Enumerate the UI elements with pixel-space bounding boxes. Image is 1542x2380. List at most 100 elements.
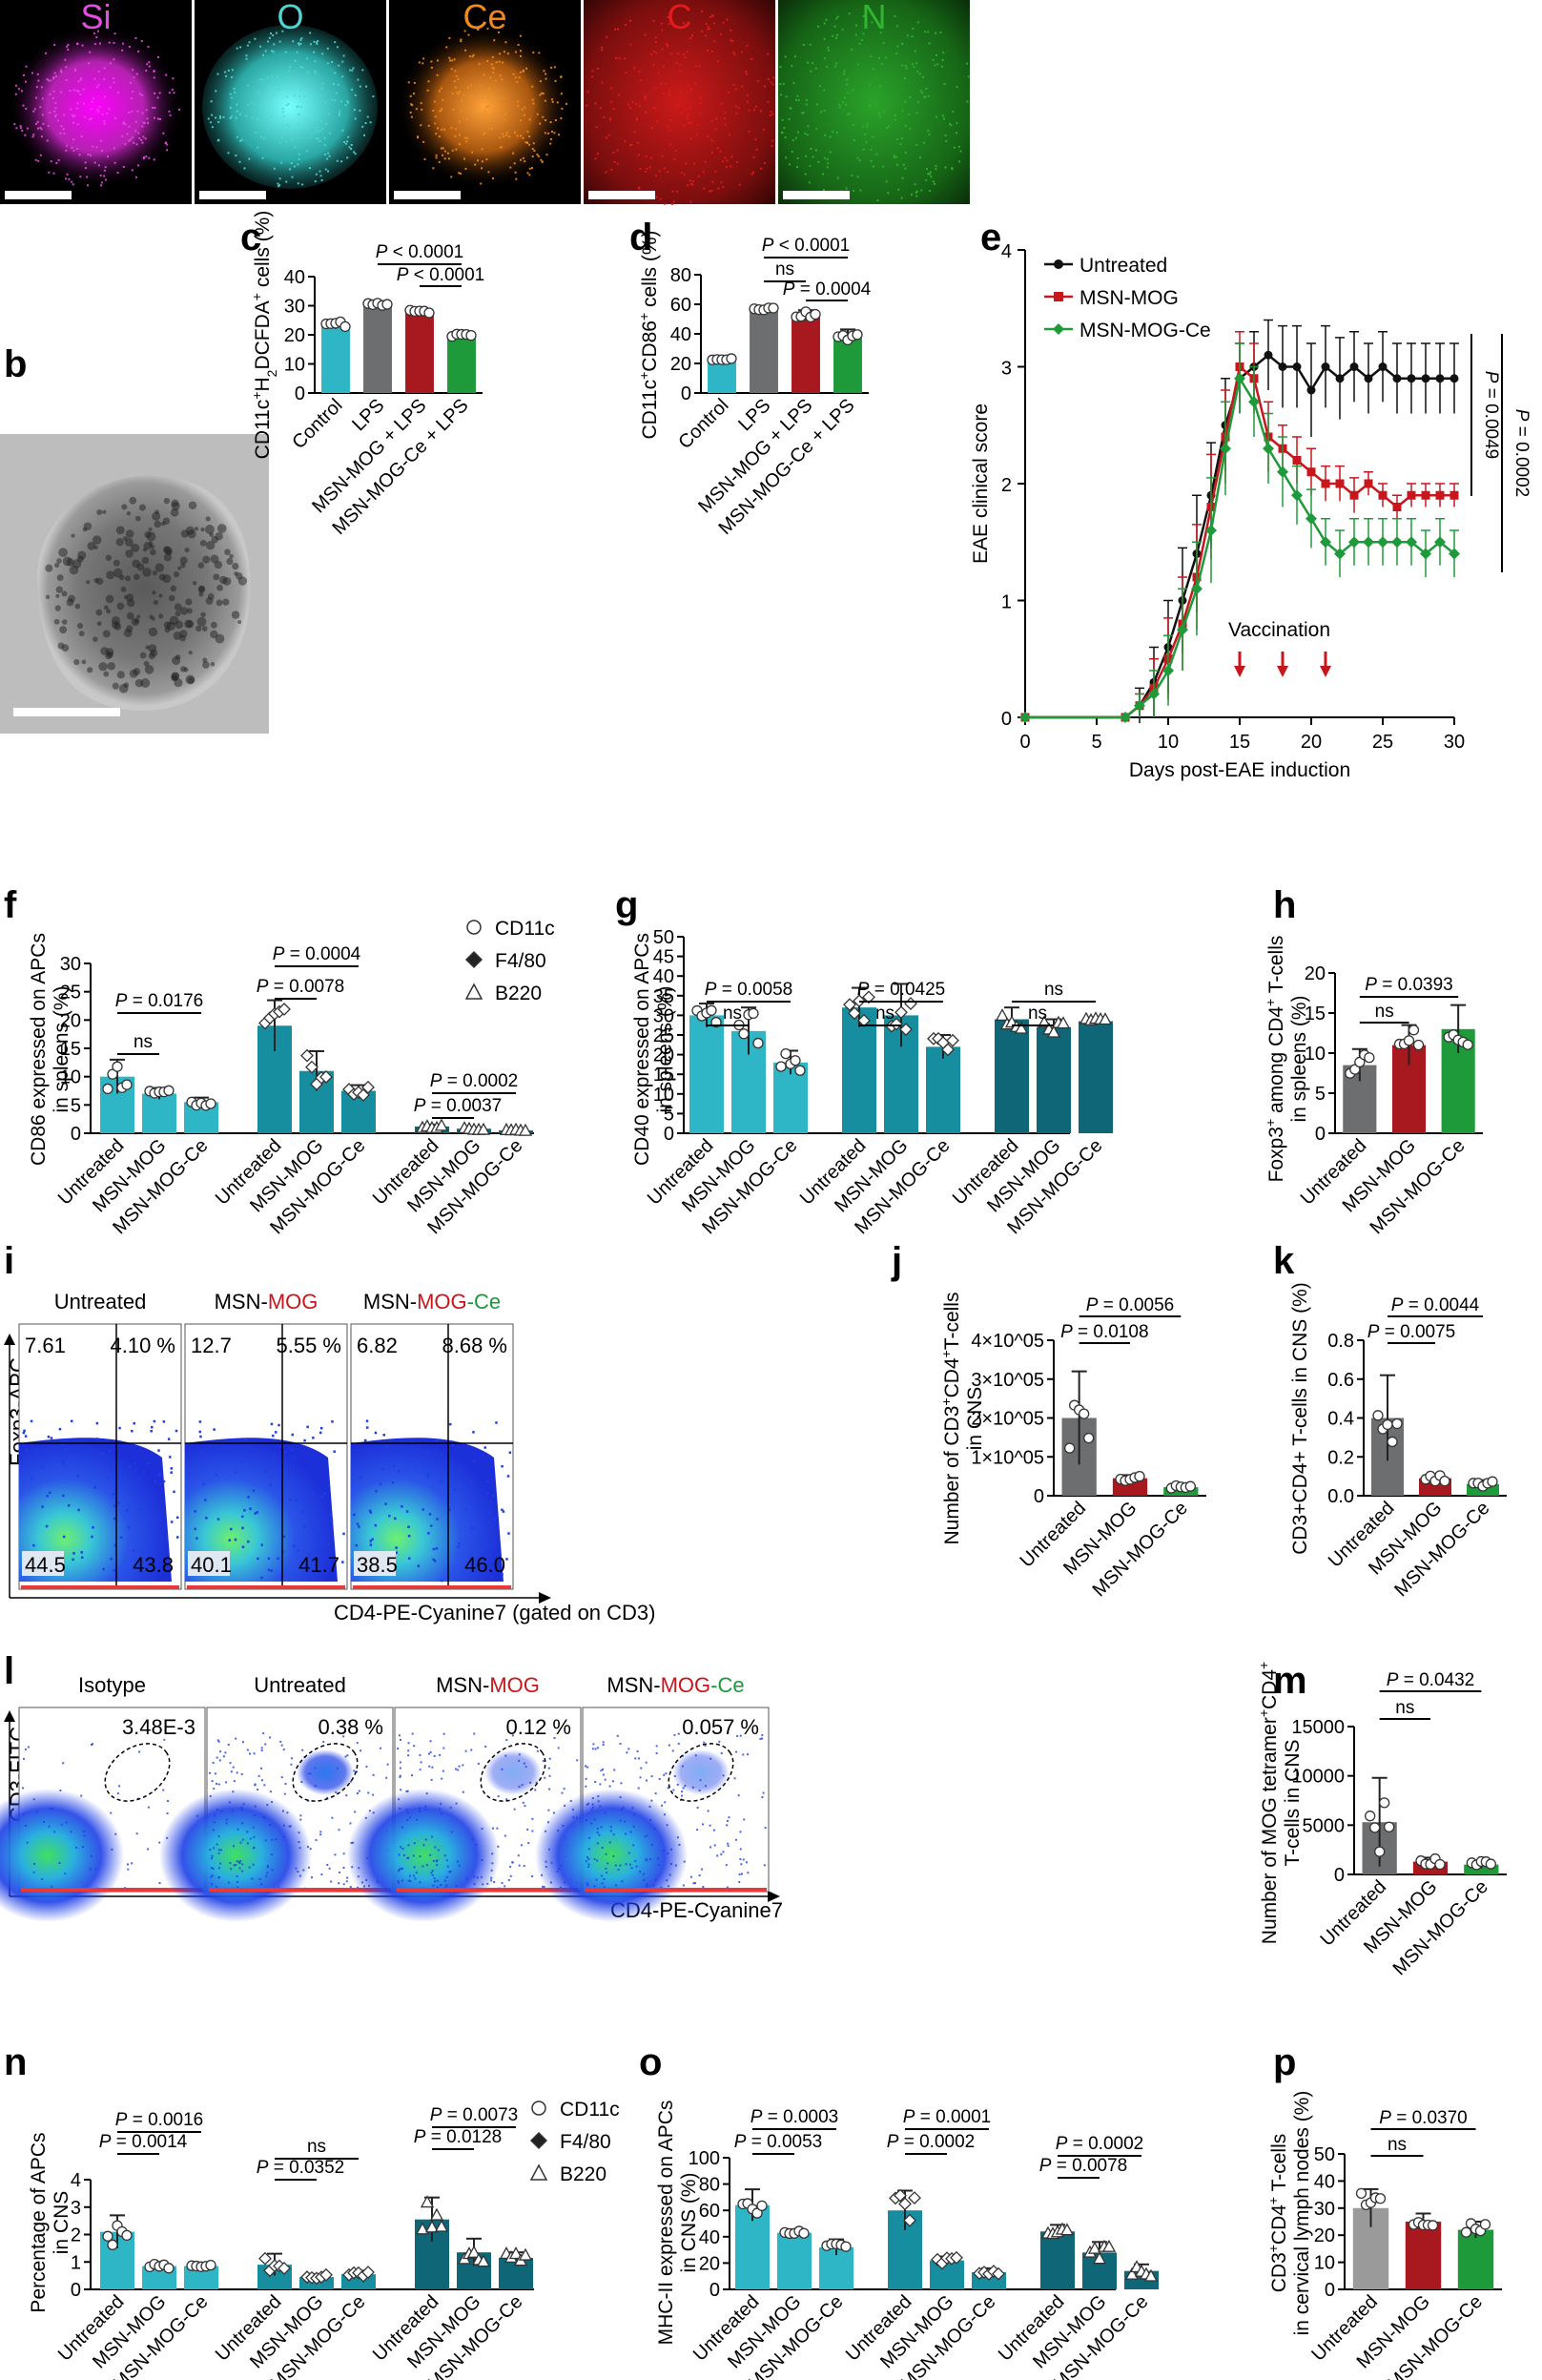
event-dot [702, 1885, 705, 1888]
map-pixel [215, 116, 217, 119]
map-pixel [958, 160, 961, 163]
map-pixel [76, 147, 79, 150]
map-pixel [928, 190, 931, 193]
tem-particle [126, 611, 134, 620]
map-pixel [504, 134, 507, 136]
map-pixel [128, 112, 131, 114]
event-dot [210, 1857, 213, 1860]
tem-particle [153, 599, 158, 606]
event-dot [246, 1831, 249, 1833]
map-pixel [644, 33, 647, 36]
n-ytick-label: 1 [71, 2252, 81, 2273]
map-pixel [321, 82, 324, 85]
map-pixel [124, 143, 127, 146]
event-dot [453, 1488, 457, 1492]
map-pixel [62, 128, 65, 131]
map-pixel [20, 90, 23, 93]
map-pixel [236, 103, 238, 106]
map-pixel [458, 93, 461, 95]
event-dot [369, 1511, 373, 1514]
flow-plot-title: MSN-MOG-Ce [607, 1673, 744, 1697]
map-pixel [722, 21, 725, 24]
map-pixel [767, 78, 770, 81]
m-stat: P = 0.0432 [1387, 1670, 1474, 1690]
event-dot [117, 1501, 120, 1504]
map-pixel [818, 85, 821, 88]
h-0-point [1354, 1056, 1366, 1068]
map-pixel [928, 42, 931, 45]
n-stat: P = 0.0014 [99, 2132, 188, 2152]
event-dot [127, 1868, 130, 1871]
map-pixel [600, 46, 603, 49]
map-pixel [350, 143, 353, 146]
map-pixel [736, 161, 739, 164]
map-pixel [275, 128, 278, 131]
map-pixel [835, 131, 838, 134]
m-ytick-label: 10000 [1291, 1767, 1345, 1788]
map-pixel [34, 122, 37, 125]
event-dot [670, 1848, 673, 1851]
event-dot [62, 1494, 65, 1498]
map-pixel [732, 83, 735, 86]
event-dot [217, 1835, 220, 1838]
map-pixel [421, 62, 424, 65]
g-1-0-point [862, 990, 875, 1004]
map-pixel [148, 61, 151, 64]
map-pixel [364, 122, 367, 125]
map-pixel [956, 122, 958, 125]
d-3-point [852, 329, 863, 341]
event-dot [394, 1517, 397, 1521]
tem-particle [133, 668, 141, 675]
map-pixel [141, 112, 144, 114]
map-pixel [332, 83, 335, 86]
tem-particle [103, 671, 110, 677]
event-dot [472, 1431, 475, 1434]
event-dot [355, 1543, 359, 1547]
map-pixel [923, 95, 926, 98]
map-pixel [143, 122, 146, 125]
event-dot [72, 1558, 74, 1562]
e-point [1363, 536, 1374, 548]
map-pixel [19, 125, 22, 128]
map-pixel [103, 120, 106, 123]
map-pixel [290, 162, 293, 165]
title-part: MSN- [215, 1290, 268, 1314]
event-dot [601, 1874, 604, 1877]
map-pixel [349, 69, 352, 72]
map-pixel [679, 63, 682, 66]
map-pixel [218, 116, 221, 119]
event-dot [328, 1557, 332, 1560]
arrowhead-icon [539, 1592, 551, 1604]
map-pixel [298, 113, 300, 115]
event-dot [442, 1769, 444, 1772]
event-dot [493, 1518, 496, 1521]
event-dot [612, 1854, 615, 1857]
map-pixel [93, 77, 96, 80]
event-dot [113, 1504, 116, 1507]
map-pixel [310, 133, 313, 135]
map-pixel [629, 43, 632, 46]
map-pixel [72, 138, 75, 141]
map-pixel [67, 43, 70, 46]
f-ytick-label: 5 [71, 1095, 81, 1116]
event-dot [247, 1540, 250, 1543]
f-0-1-point [163, 1085, 175, 1096]
map-pixel [39, 106, 42, 109]
map-pixel [135, 143, 138, 146]
map-pixel [52, 172, 55, 175]
map-pixel [499, 106, 502, 109]
e-point [1406, 536, 1417, 548]
map-pixel [543, 70, 545, 72]
event-dot [323, 1492, 327, 1495]
event-dot [424, 1838, 427, 1841]
map-pixel [156, 117, 159, 120]
event-dot [169, 1456, 172, 1459]
event-dot [306, 1425, 309, 1429]
event-dot [254, 1813, 257, 1816]
map-pixel [528, 174, 531, 176]
map-pixel [666, 45, 668, 48]
map-pixel [560, 75, 563, 78]
event-dot [446, 1865, 449, 1868]
d-ytick-label: 80 [670, 265, 691, 286]
map-pixel [935, 53, 938, 56]
